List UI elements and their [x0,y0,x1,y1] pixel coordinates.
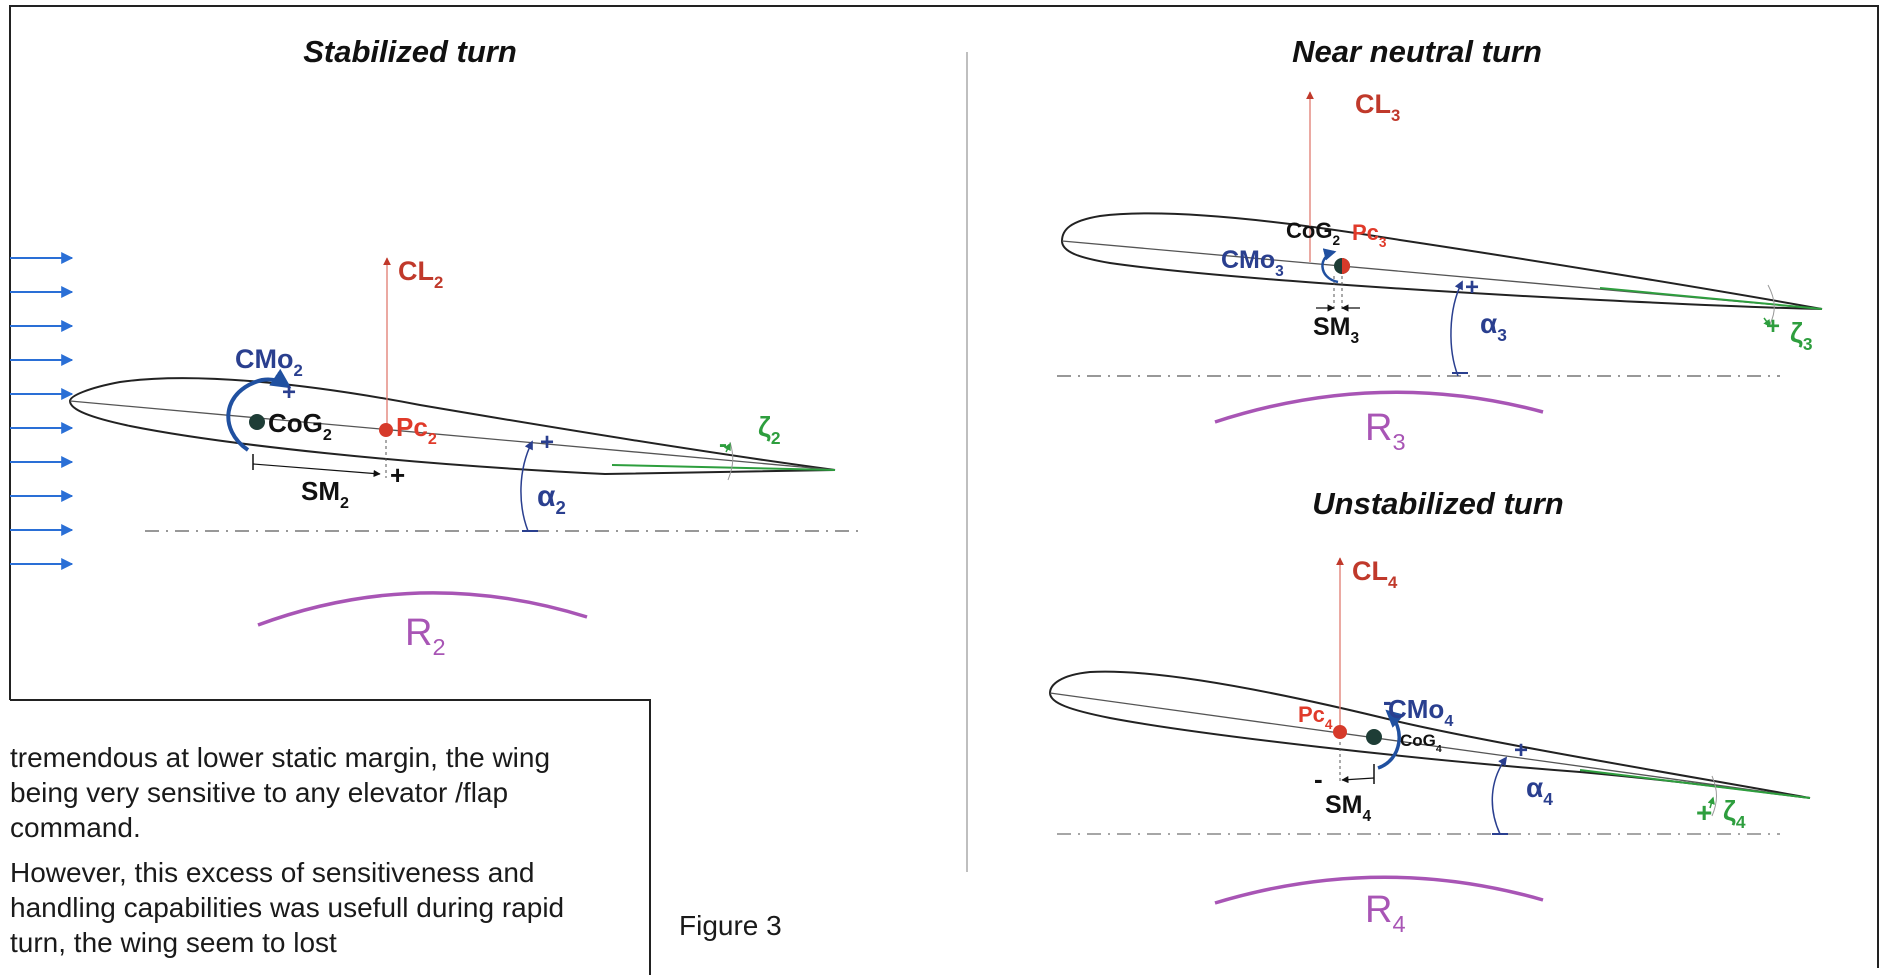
static-margin-label: SM4 [1325,791,1372,825]
flap-deflection-label: ζ4 [1723,795,1746,832]
turn-radius-label: R4 [1365,889,1406,937]
pressure-label: Pc3 [1352,220,1387,250]
cog-point [249,414,265,430]
static-margin-sign: + [390,460,405,490]
angle-of-attack-sign: + [1514,737,1528,764]
airfoil-profile [1060,212,1823,310]
flap-deflection-label: ζ2 [758,411,781,448]
pitching-moment-label: CMo4 [1388,694,1453,730]
pitching-moment-sign: + [282,379,296,406]
angle-of-attack-arc [1450,280,1463,377]
near-neutral-turn-panel: Near neutral turn CL3 CoG2 Pc3 CMo3 SM3 … [1057,34,1823,455]
pressure-point [379,423,393,437]
chord-line [1049,692,1811,799]
flap-deflection-sign: - [719,431,727,458]
pressure-point [1333,725,1347,739]
pressure-label: Pc2 [396,412,437,448]
turn-radius-arc [257,591,588,627]
unstabilized-title: Unstabilized turn [1312,486,1563,521]
pitching-moment-arrow [1377,709,1405,770]
pitching-moment-label: CMo3 [1221,246,1284,280]
outer-frame [9,5,1879,968]
stabilized-turn-panel: Stabilized turn CL2 CMo2 + CoG2 Pc2 [10,34,865,660]
cog-point [1366,729,1382,745]
pressure-point [1342,258,1350,274]
near-neutral-title: Near neutral turn [1292,34,1542,69]
body-paragraph: tremendous at lower static margin, the w… [10,742,551,843]
angle-of-attack-label: α4 [1526,772,1553,809]
chord-line [69,400,836,471]
static-margin-label: SM2 [301,476,349,512]
flap-deflection-label: ζ3 [1790,317,1813,354]
turn-radius-label: R2 [405,612,446,660]
body-text-block: tremendous at lower static margin, the w… [10,740,620,970]
stabilized-title: Stabilized turn [303,34,517,69]
pitching-moment-arrow [1321,248,1339,284]
flap-deflection-arrow [723,442,731,453]
figure-caption: Figure 3 [679,910,782,941]
angle-of-attack-arc [520,440,533,532]
cog-label: CoG2 [268,408,332,444]
pitching-moment-arrow [226,368,292,452]
cog-label: CoG2 [1286,218,1340,248]
flap-line [1579,769,1811,799]
turn-radius-label: R3 [1365,407,1406,455]
angle-of-attack-sign: + [540,429,554,456]
flap-deflection-arc [1767,284,1775,325]
turn-radius-arc [1214,875,1544,905]
flap-deflection-arc [1711,775,1717,817]
flap-line [1599,287,1823,310]
angle-of-attack-arc [1491,756,1508,835]
flap-deflection-arrow [1707,796,1715,809]
wind-arrows [10,252,74,570]
body-paragraph: However, this excess of sensitiveness an… [10,857,565,958]
lift-label: CL4 [1352,556,1398,592]
lift-label: CL3 [1355,89,1400,125]
static-margin-arrow [1341,776,1375,784]
flap-deflection-sign: + [1766,313,1780,340]
flap-deflection-sign: + [1696,797,1712,828]
pitching-moment-label: CMo2 [235,344,303,380]
static-margin-sign: - [1314,764,1323,794]
flap-deflection-arc [727,441,734,481]
angle-of-attack-sign: + [1465,274,1479,301]
angle-of-attack-label: α2 [537,480,566,518]
lift-label: CL2 [398,256,443,292]
turn-radius-arc [1214,390,1544,424]
unstabilized-turn-panel: Unstabilized turn CL4 Pc4 CoG4 - CMo4 - … [1048,486,1811,937]
static-margin-label: SM3 [1313,313,1360,347]
angle-of-attack-label: α3 [1480,308,1507,345]
text-box-frame [10,699,651,975]
flap-line [611,464,836,471]
cog-label: CoG4 [1400,731,1442,755]
pitching-moment-sign: - [1383,686,1392,716]
static-margin-arrow [252,463,381,478]
flap-deflection-arrow [1763,317,1771,328]
pressure-label: Pc4 [1298,702,1333,732]
